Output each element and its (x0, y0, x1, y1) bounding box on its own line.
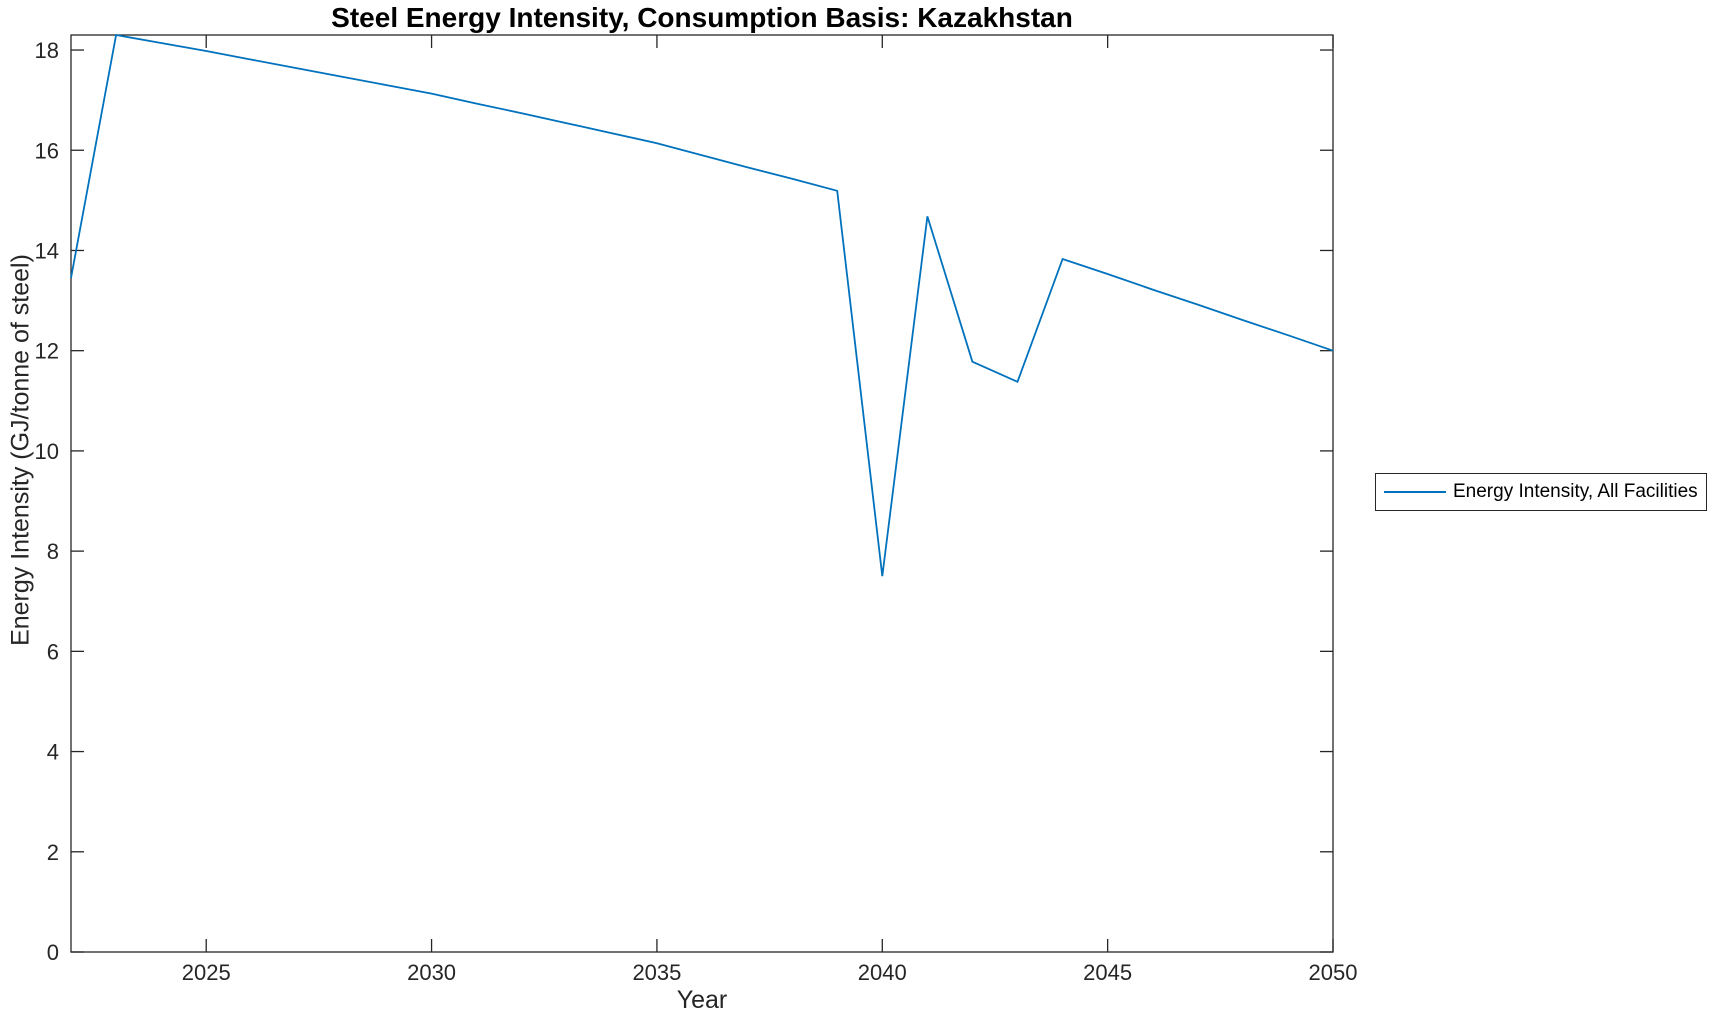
legend-item-label: Energy Intensity, All Facilities (1453, 481, 1698, 502)
y-tick-label: 12 (35, 339, 59, 364)
chart-title: Steel Energy Intensity, Consumption Basi… (331, 2, 1073, 33)
y-tick-label: 8 (47, 539, 59, 564)
y-tick-label: 4 (47, 740, 59, 765)
x-tick-label: 2035 (632, 960, 681, 985)
x-axis-label: Year (676, 986, 728, 1014)
y-tick-label: 2 (47, 840, 59, 865)
y-tick-label: 0 (47, 940, 59, 965)
x-tick-label: 2025 (182, 960, 231, 985)
x-tick-label: 2030 (407, 960, 456, 985)
series-line (70, 33, 1334, 577)
legend-line-sample-icon (1384, 491, 1446, 493)
y-tick-label: 16 (35, 138, 59, 163)
y-tick-label: 6 (47, 639, 59, 664)
x-tick-label: 2045 (1083, 960, 1132, 985)
y-tick-label: 14 (35, 238, 59, 263)
y-tick-label: 10 (35, 439, 59, 464)
axes-box (70, 34, 1334, 953)
y-tick-label: 18 (35, 38, 59, 63)
x-tick-label: 2050 (1309, 960, 1358, 985)
legend-box: Energy Intensity, All Facilities (1375, 473, 1707, 511)
x-tick-label: 2040 (858, 960, 907, 985)
